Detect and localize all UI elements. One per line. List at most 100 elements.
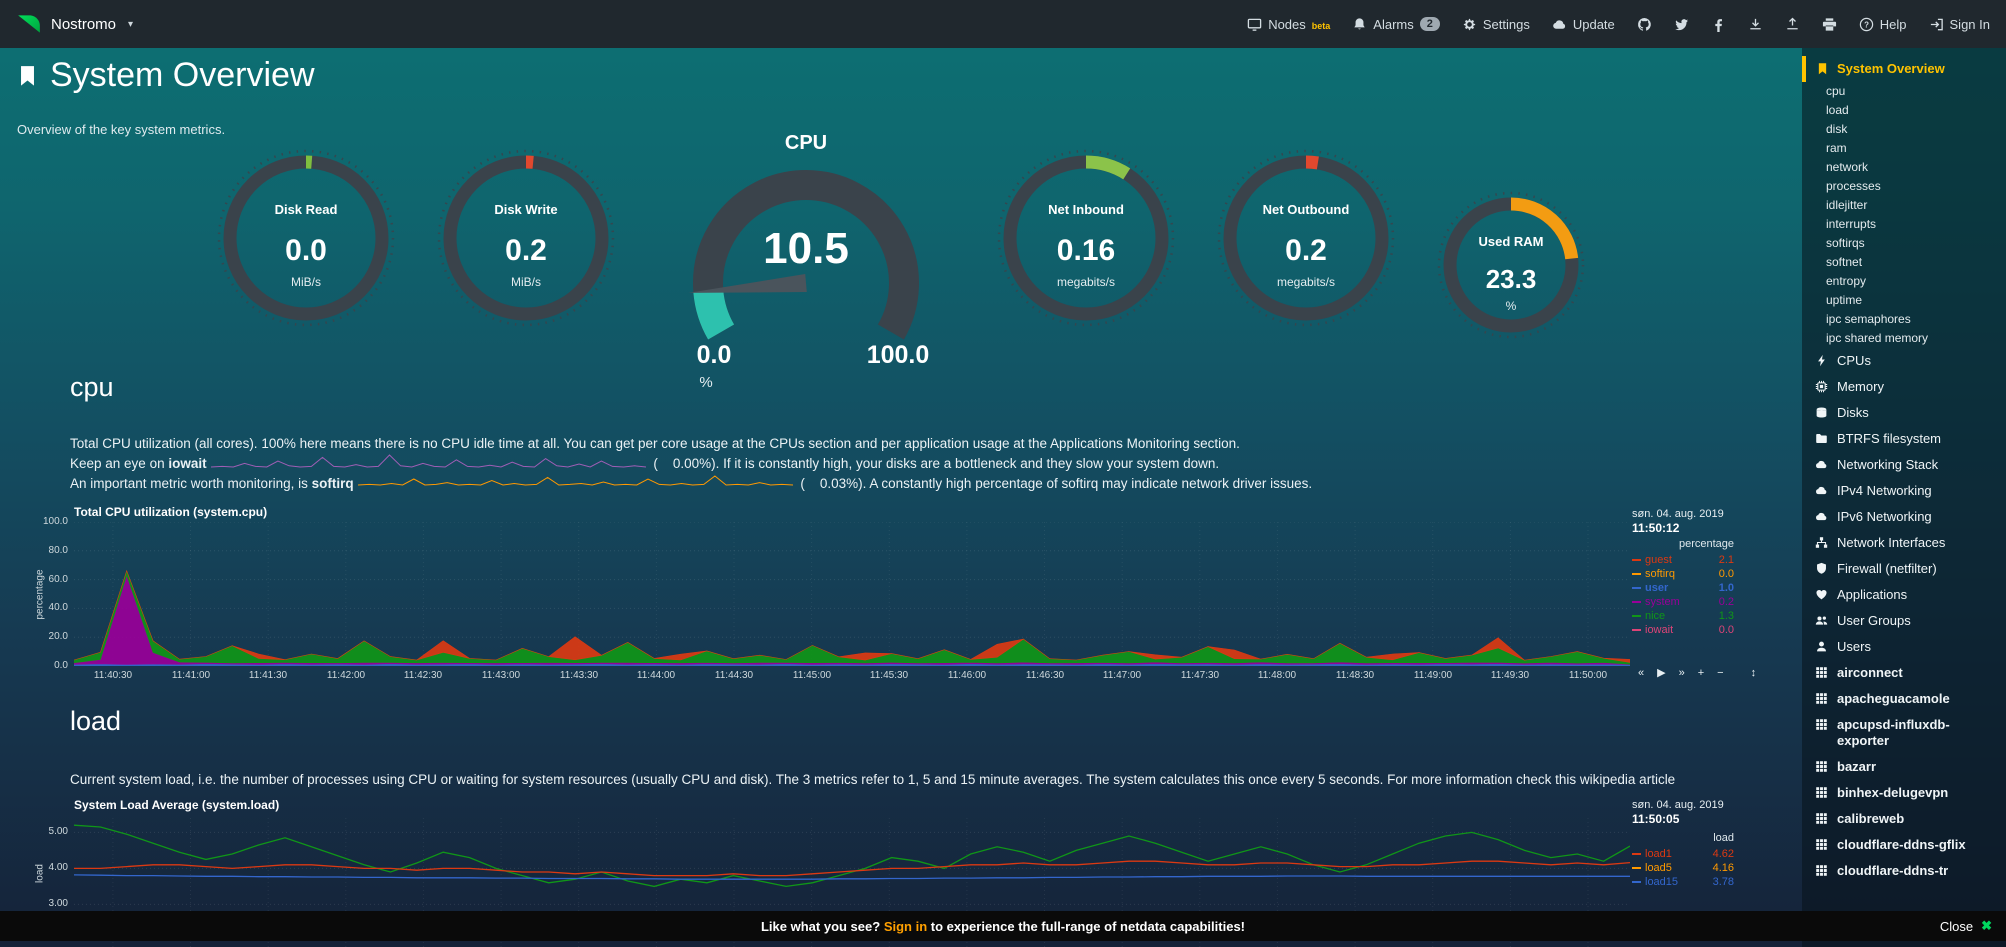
sidebar-subitem-ram[interactable]: ram xyxy=(1826,141,1847,155)
sidebar-item-bazarr[interactable]: bazarr xyxy=(1802,754,2006,780)
legend-value: 0.0 xyxy=(1718,568,1734,580)
sidebar-item-networking-stack[interactable]: Networking Stack xyxy=(1802,452,2006,478)
nav-signin-label: Sign In xyxy=(1949,16,1990,32)
sidebar-item-btrfs-filesystem[interactable]: BTRFS filesystem xyxy=(1802,426,2006,452)
heart-icon xyxy=(1815,588,1828,601)
legend-system[interactable]: system 0.2 xyxy=(1632,595,1734,609)
sidebar-item-network-interfaces[interactable]: Network Interfaces xyxy=(1802,530,2006,556)
gauge-disk-read[interactable]: Disk Read 0.0 MiB/s xyxy=(216,148,396,333)
gauge-net-inbound[interactable]: Net Inbound 0.16 megabits/s xyxy=(996,148,1176,333)
nav-alarms[interactable]: Alarms 2 xyxy=(1352,17,1440,32)
chart-toolbar-play[interactable]: ▶ xyxy=(1657,667,1666,679)
cpu-desc3-prefix: An important metric worth monitoring, is xyxy=(70,476,312,492)
nav-print[interactable] xyxy=(1822,17,1837,32)
sidebar-subitem-idlejitter[interactable]: idlejitter xyxy=(1826,198,1868,212)
sidebar-subitem-disk[interactable]: disk xyxy=(1826,122,1848,136)
legend-nice[interactable]: nice 1.3 xyxy=(1632,609,1734,623)
sidebar-subitem-entropy[interactable]: entropy xyxy=(1826,274,1867,288)
sidebar-item-label: User Groups xyxy=(1837,613,1911,628)
sidebar-item-applications[interactable]: Applications xyxy=(1802,582,2006,608)
legend-load15[interactable]: load15 3.78 xyxy=(1632,875,1734,889)
sidebar-item-calibreweb[interactable]: calibreweb xyxy=(1802,806,2006,832)
nav-settings[interactable]: Settings xyxy=(1462,17,1530,32)
nav-update-label: Update xyxy=(1572,16,1615,32)
node-selector[interactable]: Nostromo ▾ xyxy=(16,11,133,37)
nav-export[interactable] xyxy=(1785,17,1800,32)
sidebar-subitem-uptime[interactable]: uptime xyxy=(1826,293,1863,307)
sidebar-item-binhex-delugevpn[interactable]: binhex-delugevpn xyxy=(1802,780,2006,806)
sidebar-subitem-softnet[interactable]: softnet xyxy=(1826,255,1863,269)
legend-load1[interactable]: load1 4.62 xyxy=(1632,847,1734,861)
legend-guest[interactable]: guest 2.1 xyxy=(1632,553,1734,567)
nav-signin[interactable]: Sign In xyxy=(1929,17,1990,32)
sidebar-item-label: bazarr xyxy=(1837,759,1877,774)
sidebar-subitem-ipc-semaphores[interactable]: ipc semaphores xyxy=(1826,312,1911,326)
sidebar-item-cpus[interactable]: CPUs xyxy=(1802,348,2006,374)
sidebar-item-label: apacheguacamole xyxy=(1837,691,1950,706)
iowait-sparkline[interactable] xyxy=(210,454,646,474)
cpu-chart-canvas[interactable] xyxy=(73,521,1631,667)
sidebar-item-label: System Overview xyxy=(1837,61,1945,76)
sidebar-subitem-ipc-shared-memory[interactable]: ipc shared memory xyxy=(1826,331,1929,345)
chart-toolbar-pan-right[interactable]: » xyxy=(1678,666,1685,679)
legend-dash-icon xyxy=(1632,881,1641,883)
sidebar-item-firewall-netfilter[interactable]: Firewall (netfilter) xyxy=(1802,556,2006,582)
nav-facebook[interactable] xyxy=(1711,17,1726,32)
sidebar-item-system-overview[interactable]: System Overview xyxy=(1802,56,2006,82)
svg-text:0.2: 0.2 xyxy=(1285,234,1327,267)
softirq-sparkline[interactable] xyxy=(357,475,793,495)
sign-in-link[interactable]: Sign in xyxy=(883,918,928,934)
cpu-desc-line1: Total CPU utilization (all cores). 100% … xyxy=(70,434,1780,454)
sidebar-item-cloudflare-ddns-gflix[interactable]: cloudflare-ddns-gflix xyxy=(1802,832,2006,858)
sidebar-item-apacheguacamole[interactable]: apacheguacamole xyxy=(1802,686,2006,712)
legend-user[interactable]: user 1.0 xyxy=(1632,581,1734,595)
sidebar-item-apcupsd-influxdb-exporter[interactable]: apcupsd-influxdb-exporter xyxy=(1802,712,2006,754)
sidebar-subitem-network[interactable]: network xyxy=(1826,160,1869,174)
nav-update[interactable]: Update xyxy=(1552,17,1615,32)
nav-twitter[interactable] xyxy=(1674,17,1689,32)
svg-text:Used RAM: Used RAM xyxy=(1478,234,1543,249)
nav-nodes[interactable]: Nodes beta xyxy=(1247,17,1330,32)
legend-load5[interactable]: load5 4.16 xyxy=(1632,861,1734,875)
x-tick-label: 11:49:00 xyxy=(1413,670,1453,681)
sidebar-item-ipv4-networking[interactable]: IPv4 Networking xyxy=(1802,478,2006,504)
legend-softirq[interactable]: softirq 0.0 xyxy=(1632,567,1734,581)
gauge-used-ram[interactable]: Used RAM 23.3 % xyxy=(1436,190,1586,345)
svg-text:0.0: 0.0 xyxy=(285,234,327,267)
sidebar-item-label: CPUs xyxy=(1837,353,1871,368)
sidebar-item-airconnect[interactable]: airconnect xyxy=(1802,660,2006,686)
close-banner-button[interactable]: Close ✖ xyxy=(1940,918,1992,934)
sidebar-item-disks[interactable]: Disks xyxy=(1802,400,2006,426)
sidebar-item-label: cloudflare-ddns-tr xyxy=(1837,863,1949,878)
sidebar-subitem-load[interactable]: load xyxy=(1826,103,1849,117)
chart-toolbar-pan-left[interactable]: « xyxy=(1638,666,1645,679)
sidebar-item-cloudflare-ddns-tr[interactable]: cloudflare-ddns-tr xyxy=(1802,858,2006,884)
gauge-net-outbound[interactable]: Net Outbound 0.2 megabits/s xyxy=(1216,148,1396,333)
svg-text:0.2: 0.2 xyxy=(505,234,547,267)
x-tick-label: 11:41:30 xyxy=(248,670,288,681)
svg-text:Disk Write: Disk Write xyxy=(494,202,557,217)
sidebar-item-users[interactable]: Users xyxy=(1802,634,2006,660)
x-tick-label: 11:49:30 xyxy=(1490,670,1530,681)
sidebar-subitem-processes[interactable]: processes xyxy=(1826,179,1881,193)
grid-icon xyxy=(1815,718,1828,731)
nav-import[interactable] xyxy=(1748,17,1763,32)
chart-resize-handle[interactable]: ↕ xyxy=(1750,666,1757,679)
chart-toolbar-zoom-in[interactable]: + xyxy=(1697,666,1705,679)
nav-github[interactable] xyxy=(1637,17,1652,32)
cpu-chart: Total CPU utilization (system.cpu) perce… xyxy=(0,505,1802,700)
sidebar-subitem-softirqs[interactable]: softirqs xyxy=(1826,236,1865,250)
legend-name: iowait xyxy=(1645,624,1674,636)
sidebar-item-user-groups[interactable]: User Groups xyxy=(1802,608,2006,634)
sidebar-item-memory[interactable]: Memory xyxy=(1802,374,2006,400)
nav-help[interactable]: ? Help xyxy=(1859,17,1907,32)
svg-text:%: % xyxy=(1506,299,1517,313)
gauge-cpu[interactable]: CPU 10.5 0.0 100.0 % xyxy=(656,132,956,398)
chart-toolbar-zoom-out[interactable]: − xyxy=(1717,666,1724,679)
load-description: Current system load, i.e. the number of … xyxy=(70,770,1780,790)
sidebar-item-ipv6-networking[interactable]: IPv6 Networking xyxy=(1802,504,2006,530)
legend-iowait[interactable]: iowait 0.0 xyxy=(1632,623,1734,637)
gauge-disk-write[interactable]: Disk Write 0.2 MiB/s xyxy=(436,148,616,333)
sidebar-subitem-interrupts[interactable]: interrupts xyxy=(1826,217,1877,231)
sidebar-subitem-cpu[interactable]: cpu xyxy=(1826,84,1846,98)
